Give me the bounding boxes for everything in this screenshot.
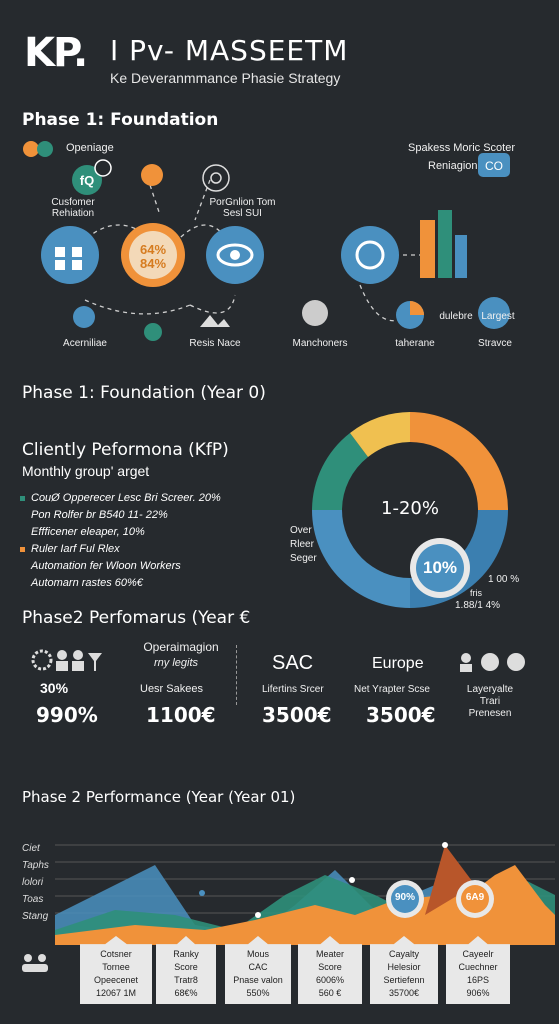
teal-dot-icon: [37, 141, 53, 157]
bullet-item: Automation fer Wloon Workers: [31, 560, 181, 572]
donut-teal-segment: [312, 433, 368, 510]
bar-icon-2: [438, 210, 452, 278]
metric-card: Cayalty Helesior Sertiefenn 35700€: [370, 936, 438, 1004]
gears-people-icon: [31, 649, 102, 671]
europe-label: Europe: [372, 655, 424, 672]
kpi-subtitle: Monthly group' arget: [22, 463, 150, 479]
donut-lightblue-segment: [312, 510, 410, 608]
layer-label: Layeryalte Trari Prenesen: [466, 684, 514, 719]
metric-card: Meater Score 6006% 560 €: [298, 936, 362, 1004]
team-icon: [22, 954, 48, 972]
refresh-icon: [341, 226, 399, 284]
data-point: [255, 912, 261, 918]
donut-right-note-2: fris: [470, 588, 482, 598]
phase2-pct-big: 990%: [36, 703, 98, 727]
orange-dot-icon: [23, 141, 39, 157]
ring-value-top: 64%: [139, 242, 167, 257]
people-chat-icons: [460, 653, 525, 672]
bullet-item: Automarn rastes 60%€: [31, 577, 143, 589]
accent-icon: [73, 306, 95, 328]
customer-label: Cusfomer Rehiation: [51, 197, 95, 219]
reniagion-label: Reniagion: [428, 160, 478, 172]
my-leglts-label: rny legits: [153, 657, 199, 669]
svg-text:CO: CO: [485, 159, 503, 173]
data-point: [199, 890, 205, 896]
svg-text:fQ: fQ: [80, 173, 94, 188]
phase2-v3: 3500€: [366, 703, 436, 727]
ring-value-bottom: 84%: [139, 256, 167, 271]
donut-yellow-segment: [350, 412, 410, 457]
phase2b-heading: Phase 2 Performance (Year (Year 01): [22, 788, 296, 806]
customer-icon: [72, 165, 102, 195]
divider: [236, 645, 237, 705]
y-label: Stang: [22, 911, 49, 922]
chart-badge-2-value: 6A9: [465, 892, 485, 903]
donut-center-value: 1-20%: [381, 498, 439, 519]
manchoners-label: Manchoners: [292, 338, 348, 349]
lifetime-label: Lifertins Srcer: [262, 684, 324, 695]
target-icon: [202, 164, 230, 192]
chart-badge-1-value: 90%: [394, 892, 415, 903]
orange-node-icon: [141, 164, 163, 186]
spakess-label: Spakess Moric Scoter: [408, 142, 515, 154]
area-peak: [425, 845, 475, 915]
phase1-diagram: fQ CO: [23, 141, 510, 341]
area-chart: [55, 842, 555, 945]
operations-label: Operaimagion: [143, 640, 219, 654]
stravce-label: Stravce: [478, 338, 512, 349]
metric-card: Cotsner Tornee Opeecenet 12067 1M: [80, 936, 152, 1004]
rests-label: Resis Nace: [189, 338, 241, 349]
phase2-v2: 3500€: [262, 703, 332, 727]
globe-icon: [478, 297, 510, 329]
accent-label: Acerniliae: [63, 338, 107, 349]
y-label: Taphs: [22, 860, 49, 871]
users-icon: [302, 300, 328, 326]
data-point: [349, 877, 355, 883]
metric-card: Cayeelr Cuechner 16PS 906%: [446, 936, 510, 1004]
chart-up-icon: [200, 315, 230, 327]
metric-card: Mous CAC Pnase valon 550%: [225, 936, 291, 1004]
donut-orange-segment: [410, 412, 508, 510]
bullet-item: Ruler Iarf Ful Rlex: [20, 541, 280, 558]
y-label: Toas: [22, 894, 44, 905]
bullet-item: Effficener eleaper, 10%: [31, 526, 145, 538]
page-title: I Pv- MASSEETM: [110, 34, 349, 67]
bar-icon-1: [420, 220, 435, 278]
donut-left-note: Over Rleer Seger: [290, 525, 317, 564]
donut-badge-value: 10%: [422, 558, 458, 577]
bullet-item: CouØ Opperecer Lesc Bri Screer. 20%: [20, 490, 280, 507]
user-sakees-label: Uesr Sakees: [140, 683, 203, 695]
kpi-title: Cliently Peformona (KfP): [22, 440, 229, 460]
bullet-item: Pon Rolfer br B540 11- 22%: [31, 509, 168, 521]
sac-label: SAC: [272, 652, 314, 674]
y-label: lolori: [22, 877, 44, 888]
openimage-label: Openiage: [66, 142, 114, 154]
data-point: [442, 842, 448, 848]
kpi-donut: [312, 412, 508, 608]
metric-card: Ranky Score Tratr8 68€%: [156, 936, 216, 1004]
donut-right-note-3: 1.88/1 4%: [455, 600, 501, 611]
phase1-heading: Phase 1: Foundation: [22, 110, 219, 130]
bar-icon-3: [455, 235, 467, 278]
brand-logo: KP.: [24, 30, 88, 76]
puzzle-icon: [41, 226, 99, 284]
phase2-heading: Phase2 Perfomarus (Year €: [22, 608, 251, 628]
portion-label: PorGnlion Tom Sesl SUI: [209, 197, 276, 219]
largest-label: Largest: [481, 311, 515, 322]
net-label: Net Yrapter Scse: [354, 684, 430, 695]
phase1b-heading: Phase 1: Foundation (Year 0): [22, 383, 266, 403]
phase2-v1: 1100€: [146, 703, 216, 727]
y-label: Ciet: [22, 843, 40, 854]
taherane-label: taherane: [395, 338, 435, 349]
phase2-pct: 30%: [40, 680, 69, 696]
donut-right-note-1: 1 00 %: [488, 574, 520, 585]
link-icon: [478, 153, 510, 177]
dulebre-label: dulebre: [439, 311, 473, 322]
area-series-orange: [55, 865, 555, 945]
page-subtitle: Ke Deveranmmance Phasie Strategy: [110, 70, 341, 86]
teal-node-icon: [144, 323, 162, 341]
